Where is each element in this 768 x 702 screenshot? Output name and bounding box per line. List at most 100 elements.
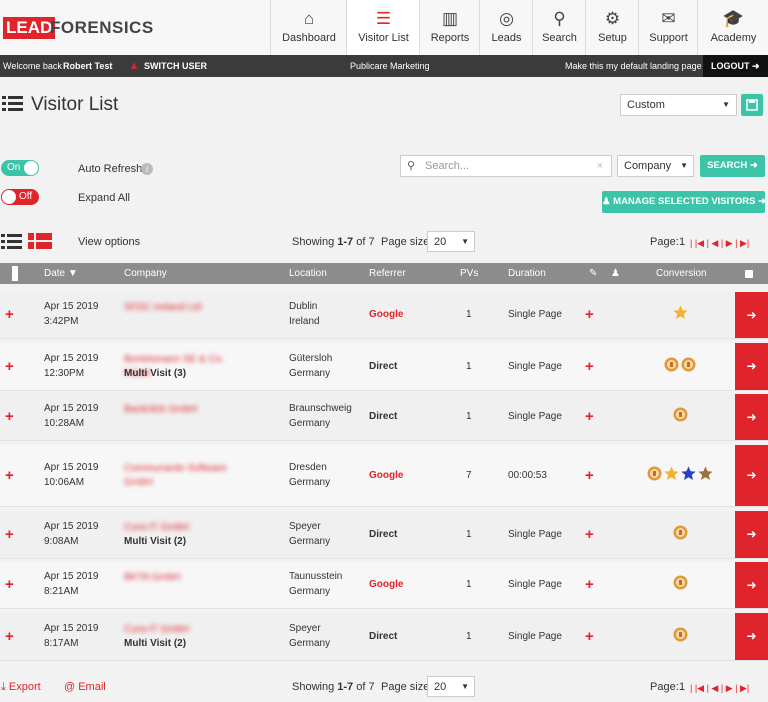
save-icon — [746, 99, 758, 111]
nav-item[interactable]: ☰ Visitor List — [346, 0, 420, 55]
info-icon[interactable]: i — [141, 163, 153, 175]
company[interactable]: Bertelsmann SE & Co. KGaA — [124, 353, 225, 379]
date: Apr 15 2019 — [44, 461, 99, 473]
add-note[interactable]: + — [585, 576, 594, 593]
email[interactable]: @ Email — [64, 681, 106, 693]
open-visitor[interactable]: ➜ — [735, 343, 768, 390]
expand-plus[interactable]: + — [5, 576, 14, 593]
visitor-row[interactable]: + Apr 15 2019 12:30PM Bertelsmann SE & Co. … — [0, 343, 768, 391]
visitor-row[interactable]: + Apr 15 2019 10:28AM Backclick GmbH Braunsc… — [0, 394, 768, 441]
search-field: Company — [624, 160, 672, 172]
duration: Single Page — [508, 309, 562, 320]
company[interactable]: Cura-IT GmbH — [124, 521, 190, 533]
column-header[interactable]: Conversion — [656, 268, 707, 279]
manage-button[interactable]: ♟ MANAGE SELECTED VISITORS ➜ — [602, 191, 766, 213]
search-button[interactable]: SEARCH ➜ — [700, 155, 765, 177]
search-button-label: SEARCH — [707, 160, 748, 171]
city: Taunusstein — [289, 571, 343, 582]
export[interactable]: ⤓ Export — [1, 681, 41, 693]
view-options[interactable]: View options — [78, 236, 141, 248]
nav-item[interactable]: ⌂ Dashboard — [270, 0, 347, 55]
conversion — [620, 305, 740, 323]
add-note[interactable]: + — [585, 357, 594, 375]
nav-label: Search — [542, 32, 577, 44]
add-note[interactable]: + — [585, 525, 594, 543]
add-note[interactable]: + — [585, 408, 594, 425]
country: Germany — [289, 367, 331, 379]
save-button[interactable] — [741, 94, 763, 116]
nav-item[interactable]: ▥ Reports — [419, 0, 480, 55]
pager-arrows[interactable]: | |◀ | ◀ | ▶ | ▶| — [690, 683, 750, 693]
expand-plus[interactable]: + — [5, 408, 14, 425]
open-visitor[interactable]: ➜ — [735, 613, 768, 660]
date: Apr 15 2019 — [44, 301, 99, 312]
expand-plus[interactable]: + — [5, 627, 14, 645]
add-note[interactable]: + — [585, 627, 594, 645]
company[interactable]: Cura-IT GmbH — [124, 623, 190, 635]
nav-item[interactable]: ✉ Support — [638, 0, 698, 55]
column-header[interactable]: Date ▼ — [44, 268, 78, 279]
expand-plus[interactable]: + — [5, 357, 14, 375]
column-header[interactable]: Duration — [508, 268, 546, 279]
page-size-select[interactable]: 20 ▼ — [427, 231, 475, 252]
multi-visit[interactable]: Multi Visit (2) — [124, 535, 187, 547]
date: Apr 15 2019 — [44, 571, 99, 582]
visitor-row[interactable]: + Apr 15 2019 10:06AM Communardo Software G… — [0, 445, 768, 507]
search-input[interactable]: ⚲ Search... × — [400, 155, 612, 177]
page-size: 20 — [434, 681, 447, 693]
nav-item[interactable]: ◎ Leads — [479, 0, 533, 55]
date: Apr 15 2019 — [44, 622, 99, 634]
date-range-select[interactable]: Custom ▼ — [620, 94, 737, 116]
referrer: Direct — [369, 630, 398, 642]
company[interactable]: Communardo Software GmbH — [124, 462, 227, 488]
open-visitor[interactable]: ➜ — [735, 292, 768, 338]
date-range: Custom — [627, 99, 665, 111]
multi-visit[interactable]: Multi Visit (3) — [124, 367, 187, 379]
page-size-select[interactable]: 20 ▼ — [427, 676, 475, 697]
country: Germany — [289, 586, 331, 597]
add-note[interactable]: + — [585, 466, 594, 484]
page-size-label: Page size: — [381, 681, 433, 693]
nav-item[interactable]: 🎓 Academy — [697, 0, 768, 55]
company[interactable]: SFDC Ireland Ltd — [124, 302, 202, 313]
nav-item[interactable]: ⚲ Search — [532, 0, 586, 55]
expand-plus[interactable]: + — [5, 466, 14, 484]
search-field-select[interactable]: Company ▼ — [617, 155, 694, 177]
column-header[interactable]: Location — [289, 268, 327, 279]
logout[interactable]: LOGOUT ➜ — [703, 55, 768, 77]
showing-of: of — [356, 681, 366, 693]
visitor-row[interactable]: + Apr 15 2019 8:21AM BKTA GmbH Taunusstein Ge… — [0, 562, 768, 609]
multi-visit[interactable]: Multi Visit (2) — [124, 637, 187, 649]
visitor-row[interactable]: + Apr 15 2019 9:08AM Cura-IT GmbH Multi Visi… — [0, 511, 768, 559]
time: 8:21AM — [44, 586, 79, 597]
company[interactable]: BKTA GmbH — [124, 572, 181, 583]
visitor-row[interactable]: + Apr 15 2019 8:17AM Cura-IT GmbH Multi Visi… — [0, 613, 768, 661]
expand-all-toggle[interactable]: Off — [1, 189, 39, 205]
visitor-row[interactable]: + Apr 15 2019 3:42PM SFDC Ireland Ltd Dublin… — [0, 292, 768, 339]
expand-plus[interactable]: + — [5, 525, 14, 543]
auto-refresh-toggle[interactable]: On — [1, 160, 39, 176]
conversion — [620, 466, 740, 484]
open-visitor[interactable]: ➜ — [735, 394, 768, 440]
switch-user[interactable]: SWITCH USER — [144, 61, 207, 71]
export-label: Export — [8, 681, 41, 693]
column-header[interactable]: Company — [124, 268, 167, 279]
expand-plus[interactable]: + — [5, 306, 14, 323]
open-visitor[interactable]: ➜ — [735, 562, 768, 608]
pager-arrows[interactable]: | |◀ | ◀ | ▶ | ▶| — [690, 238, 750, 248]
showing-range: 1-7 — [337, 681, 354, 693]
column-header[interactable]: PVs — [460, 268, 479, 279]
conversion-icon — [698, 466, 713, 480]
nav-label: Reports — [430, 32, 470, 44]
nav-label: Setup — [598, 32, 627, 44]
default-page[interactable]: Make this my default landing page — [565, 61, 702, 71]
conversion-icon — [673, 575, 687, 590]
company[interactable]: Backclick GmbH — [124, 404, 198, 415]
showing: Showing 1-7 of 7 — [292, 236, 375, 248]
column-header[interactable]: Referrer — [369, 268, 406, 279]
open-visitor[interactable]: ➜ — [735, 511, 768, 558]
nav-item[interactable]: ⚙ Setup — [585, 0, 639, 55]
add-note[interactable]: + — [585, 306, 594, 323]
page-views: 1 — [466, 411, 472, 422]
open-visitor[interactable]: ➜ — [735, 445, 768, 506]
